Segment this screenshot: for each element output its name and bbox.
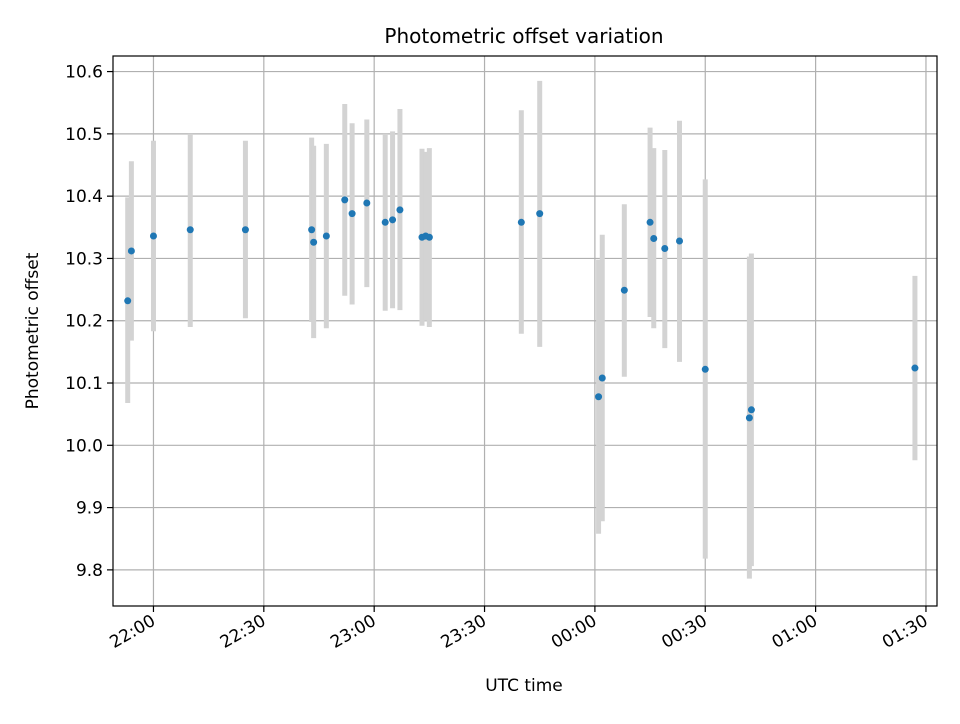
chart-title: Photometric offset variation	[384, 24, 663, 48]
data-point	[598, 374, 606, 382]
data-point	[341, 196, 349, 204]
y-tick-label: 10.3	[65, 249, 103, 269]
grid-layer	[113, 56, 937, 606]
data-point	[310, 238, 318, 246]
x-axis-label: UTC time	[485, 676, 563, 696]
y-tick-label: 9.8	[76, 561, 103, 581]
data-point	[661, 244, 669, 252]
data-point	[348, 210, 356, 218]
data-point	[308, 226, 316, 234]
data-point	[322, 232, 330, 240]
data-point	[149, 232, 157, 240]
data-point	[646, 218, 654, 226]
data-point	[517, 218, 525, 226]
data-point	[536, 210, 544, 218]
data-point	[747, 406, 755, 414]
data-point	[389, 216, 397, 224]
data-point	[650, 235, 658, 243]
y-axis-label: Photometric offset	[23, 252, 43, 409]
data-point	[620, 286, 628, 294]
data-point	[124, 297, 132, 305]
data-point	[701, 365, 709, 373]
y-tick-label: 10.6	[65, 63, 103, 83]
data-point	[676, 237, 683, 245]
y-tick-label: 10.1	[65, 374, 103, 394]
data-point	[745, 414, 753, 422]
data-point	[127, 247, 135, 255]
data-point	[595, 393, 603, 401]
data-point	[186, 226, 194, 234]
data-point	[911, 364, 919, 372]
data-point	[396, 206, 404, 214]
data-point	[425, 233, 433, 241]
data-point	[381, 218, 389, 226]
y-tick-label: 10.5	[65, 125, 103, 145]
point-layer	[124, 196, 919, 422]
data-point	[241, 226, 249, 234]
y-tick-label: 9.9	[76, 499, 103, 519]
data-point	[363, 199, 371, 207]
y-tick-label: 10.0	[65, 436, 103, 456]
y-tick-label: 10.4	[65, 187, 103, 207]
y-tick-label: 10.2	[65, 312, 103, 332]
plot-frame	[112, 55, 938, 607]
